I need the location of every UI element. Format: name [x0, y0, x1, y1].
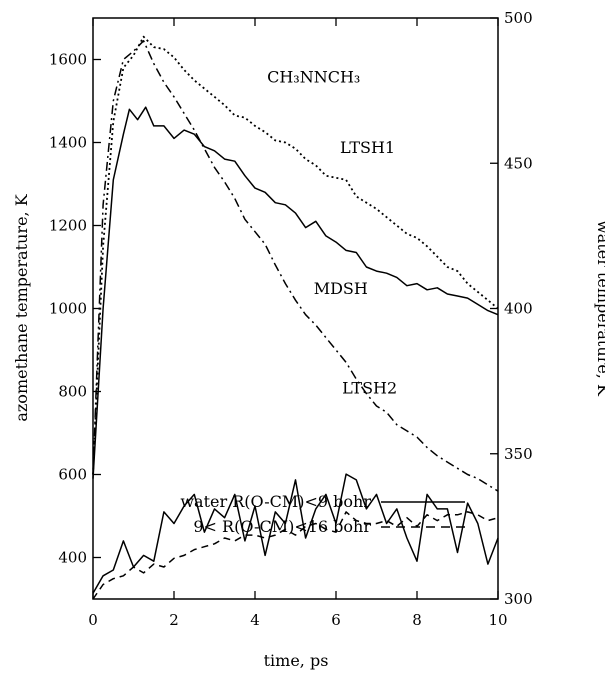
y-left-tick-label: 600 [58, 466, 87, 484]
axis-ticks: 0 2 4 6 8 10 400 600 800 1000 1200 1400 1600 300 350 40… [49, 9, 533, 629]
series-line-ltsh1 [92, 35, 499, 475]
y-axis-title-left: azomethane temperature, K [12, 193, 31, 421]
y-right-tick-label: 450 [504, 154, 533, 172]
x-tick-label: 10 [488, 611, 507, 629]
x-tick-label: 4 [250, 611, 260, 629]
series-line-mdsh [92, 106, 499, 479]
x-axis-title: time, ps [264, 651, 329, 670]
y-right-tick-label: 300 [504, 590, 533, 608]
legend: water R(O-CM)<9 bohr 9< R(O-CM)<16 bohr [180, 492, 465, 536]
y-left-tick-label: 1000 [49, 300, 87, 318]
annotation-mdsh: MDSH [314, 279, 368, 298]
y-axis-title-right: water temperature, K [594, 220, 605, 397]
y-left-tick-label: 800 [58, 383, 87, 401]
x-tick-label: 8 [412, 611, 422, 629]
x-tick-label: 0 [88, 611, 98, 629]
x-tick-label: 6 [331, 611, 341, 629]
series-line-9-r-o-cm-16-bohr [92, 511, 499, 600]
y-left-tick-label: 400 [58, 549, 87, 567]
y-right-tick-label: 500 [504, 9, 533, 27]
y-left-tick-label: 1200 [49, 217, 87, 235]
annotation-ch3nnch3: CH₃NNCH₃ [267, 67, 360, 86]
y-left-tick-label: 1400 [49, 134, 87, 152]
annotation-ltsh2: LTSH2 [342, 379, 397, 398]
y-left-tick-label: 1600 [49, 51, 87, 69]
y-right-tick-label: 350 [504, 445, 533, 463]
y-right-tick-label: 400 [504, 300, 533, 318]
annotation-ltsh1: LTSH1 [340, 138, 395, 157]
series-line-water-r-o-cm-9-bohr [92, 473, 499, 594]
plot-frame [92, 17, 499, 600]
x-tick-label: 2 [169, 611, 179, 629]
series-layer [92, 35, 499, 600]
legend-label-dashed: 9< R(O-CM)<16 bohr [193, 517, 371, 536]
series-line-ltsh2 [92, 40, 499, 492]
legend-label-solid: water R(O-CM)<9 bohr [180, 492, 371, 511]
